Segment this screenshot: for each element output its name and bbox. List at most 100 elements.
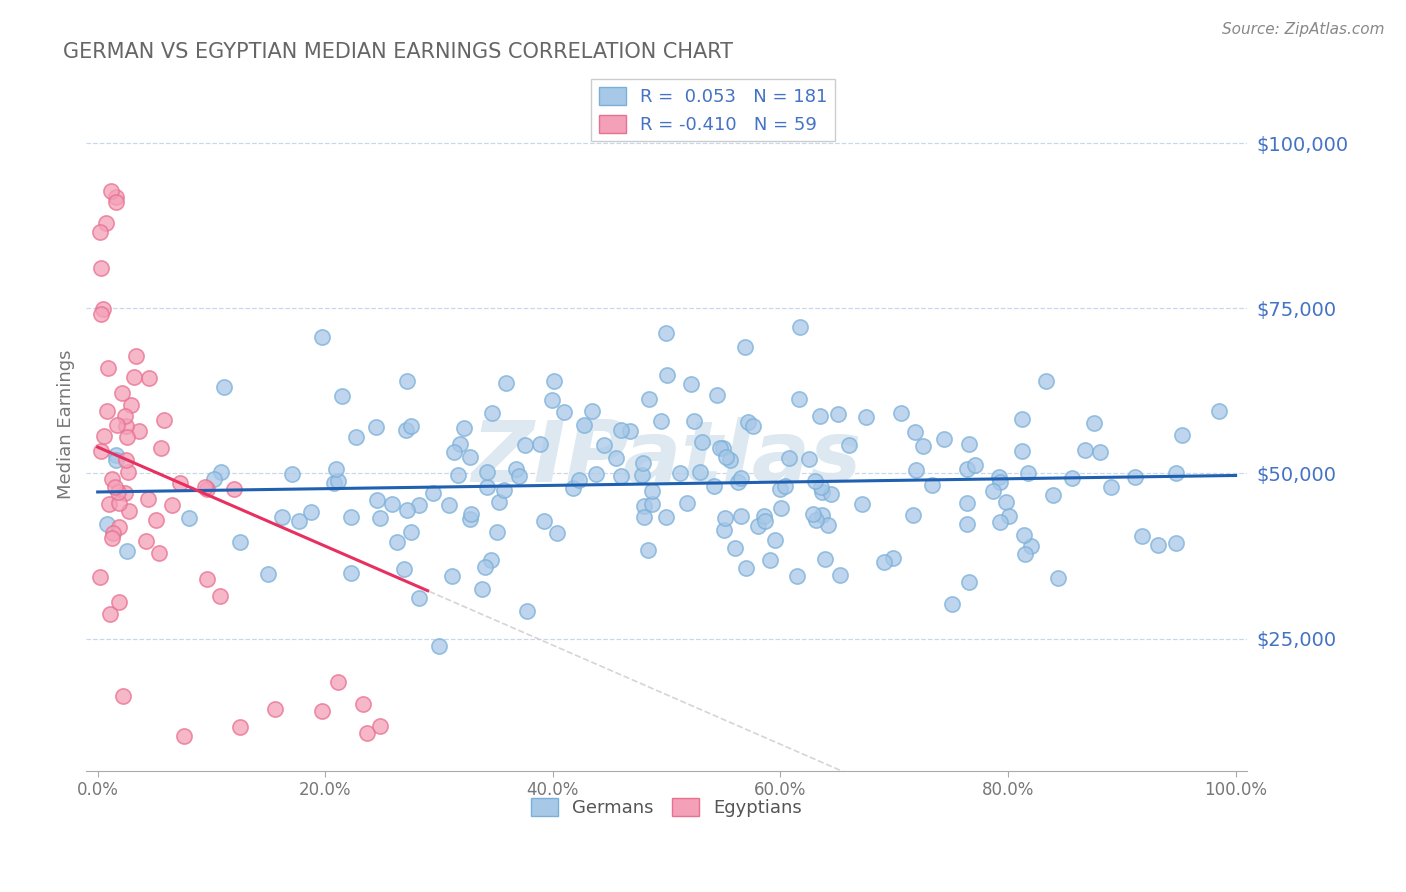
Point	[326, 675, 349, 690]
Point	[763, 533, 786, 547]
Point	[169, 476, 191, 491]
Point	[330, 389, 353, 403]
Point	[107, 594, 129, 608]
Point	[100, 184, 122, 198]
Point	[735, 560, 758, 574]
Point	[690, 434, 713, 449]
Point	[827, 407, 849, 421]
Point	[93, 428, 115, 442]
Point	[533, 514, 555, 528]
Point	[747, 519, 769, 533]
Point	[995, 495, 1018, 509]
Point	[619, 424, 641, 438]
Point	[956, 496, 979, 510]
Point	[364, 419, 387, 434]
Point	[488, 495, 510, 509]
Point	[356, 725, 378, 739]
Point	[401, 524, 423, 539]
Point	[641, 483, 664, 498]
Point	[787, 392, 810, 407]
Point	[368, 719, 391, 733]
Point	[901, 508, 924, 522]
Point	[108, 496, 131, 510]
Point	[396, 374, 419, 388]
Point	[855, 410, 877, 425]
Point	[957, 575, 980, 590]
Point	[104, 449, 127, 463]
Point	[669, 466, 692, 480]
Point	[890, 406, 912, 420]
Point	[1014, 527, 1036, 541]
Point	[529, 437, 551, 451]
Point	[195, 483, 218, 497]
Point	[574, 418, 596, 433]
Point	[1130, 529, 1153, 543]
Point	[344, 430, 367, 444]
Text: ZIPatlas: ZIPatlas	[471, 417, 862, 500]
Point	[610, 423, 633, 437]
Point	[734, 340, 756, 354]
Point	[492, 483, 515, 497]
Point	[101, 531, 124, 545]
Legend: Germans, Egyptians: Germans, Egyptians	[523, 790, 810, 824]
Point	[153, 412, 176, 426]
Point	[399, 419, 422, 434]
Text: Source: ZipAtlas.com: Source: ZipAtlas.com	[1222, 22, 1385, 37]
Point	[98, 607, 121, 621]
Point	[724, 541, 747, 556]
Point	[810, 485, 832, 500]
Point	[477, 465, 499, 479]
Point	[637, 542, 659, 557]
Point	[89, 225, 111, 239]
Point	[797, 451, 820, 466]
Point	[115, 419, 138, 434]
Point	[229, 720, 252, 734]
Point	[957, 436, 980, 450]
Point	[988, 475, 1011, 490]
Point	[97, 360, 120, 375]
Point	[786, 569, 808, 583]
Point	[1042, 487, 1064, 501]
Point	[633, 499, 655, 513]
Point	[209, 465, 232, 479]
Point	[737, 415, 759, 429]
Point	[713, 441, 735, 455]
Point	[125, 349, 148, 363]
Point	[486, 525, 509, 540]
Point	[443, 445, 465, 459]
Point	[256, 567, 278, 582]
Point	[759, 552, 782, 566]
Point	[1014, 547, 1036, 561]
Point	[633, 509, 655, 524]
Point	[408, 591, 430, 605]
Point	[872, 555, 894, 569]
Point	[107, 417, 129, 432]
Point	[655, 510, 678, 524]
Point	[641, 497, 664, 511]
Point	[138, 370, 160, 384]
Point	[963, 458, 986, 473]
Point	[1164, 536, 1187, 550]
Point	[709, 442, 731, 456]
Point	[703, 479, 725, 493]
Point	[820, 486, 842, 500]
Point	[94, 216, 117, 230]
Point	[773, 478, 796, 492]
Point	[508, 469, 530, 483]
Point	[449, 437, 471, 451]
Point	[727, 475, 749, 490]
Point	[1060, 471, 1083, 485]
Point	[1123, 469, 1146, 483]
Point	[730, 471, 752, 485]
Point	[789, 319, 811, 334]
Point	[115, 544, 138, 558]
Point	[326, 474, 349, 488]
Point	[911, 439, 934, 453]
Point	[769, 501, 792, 516]
Point	[956, 516, 979, 531]
Point	[96, 404, 118, 418]
Point	[1017, 466, 1039, 480]
Point	[145, 513, 167, 527]
Point	[104, 480, 127, 494]
Point	[458, 450, 481, 464]
